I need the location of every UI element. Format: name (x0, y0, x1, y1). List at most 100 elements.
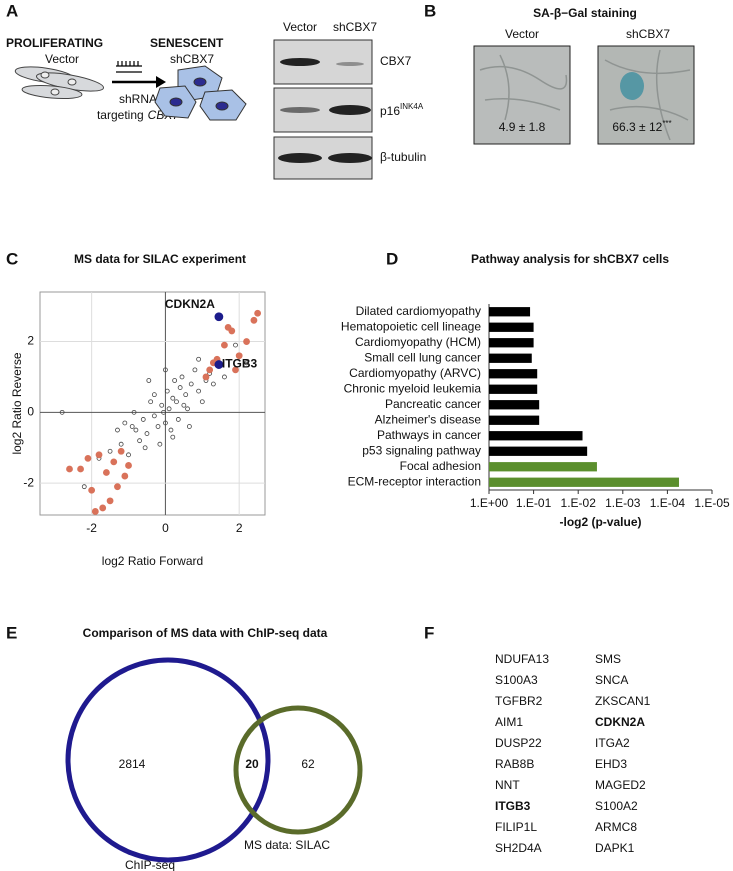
gene-name: S100A3 (495, 673, 538, 687)
venn-set (65, 657, 271, 863)
data-point (142, 445, 148, 451)
point-label: ITGB3 (222, 357, 258, 371)
data-point (164, 388, 170, 394)
data-point (107, 448, 113, 454)
y-tick-label: p53 signaling pathway (362, 443, 481, 457)
x-tick-label: 1.E-01 (516, 496, 552, 510)
image-value: 66.3 ± 12*** (612, 119, 671, 134)
data-point (202, 373, 210, 381)
data-point (155, 424, 161, 429)
senescent-cells (154, 65, 247, 121)
panel-letter: E (6, 623, 17, 642)
data-point (81, 484, 87, 490)
data-point (129, 424, 135, 429)
gene-name: NNT (495, 778, 520, 792)
y-tick-label: 0 (27, 405, 34, 419)
gene-name: RAB8B (495, 757, 534, 771)
data-point (210, 381, 216, 387)
data-point (163, 367, 168, 373)
lane-label: Vector (283, 20, 317, 34)
data-point (186, 424, 192, 429)
data-point (122, 420, 128, 426)
x-tick-label: 1.E-05 (694, 496, 730, 510)
data-point (161, 409, 166, 415)
data-point (196, 388, 202, 394)
x-tick-label: 2 (236, 521, 243, 535)
y-tick-label: Focal adhesion (400, 459, 481, 473)
gene-name: DUSP22 (495, 736, 542, 750)
data-point (170, 434, 176, 440)
data-point (148, 399, 154, 405)
bar (489, 446, 588, 456)
bar (489, 415, 540, 425)
significance: *** (662, 119, 671, 128)
cell-texture (479, 49, 691, 141)
gene-name: ITGB3 (495, 799, 531, 813)
data-point (106, 497, 114, 505)
gene-name: ZKSCAN1 (595, 694, 651, 708)
data-point (137, 438, 142, 444)
data-point (91, 508, 99, 515)
data-point (102, 469, 110, 476)
data-point (166, 406, 172, 412)
data-point (115, 427, 120, 433)
data-point (250, 316, 258, 324)
blot-row-label: CBX7 (380, 54, 412, 68)
data-point (66, 465, 73, 473)
label: SENESCENT (150, 36, 224, 50)
bar (489, 400, 540, 410)
gene-name: DAPK1 (595, 841, 635, 855)
data-point (183, 392, 189, 398)
x-tick-label: 1.E-03 (605, 496, 641, 510)
x-axis-label: log2 Ratio Forward (102, 554, 203, 568)
panel-title: SA-β−Gal staining (533, 6, 637, 20)
bar (489, 322, 534, 332)
data-point (151, 413, 157, 419)
blot-row-label: β-tubulin (380, 150, 426, 164)
panel-title: Comparison of MS data with ChIP-seq data (83, 626, 328, 640)
label: targeting (97, 108, 144, 122)
data-point (206, 366, 214, 374)
label: shCBX7 (170, 52, 214, 66)
set-label: MS data: SILAC (244, 838, 330, 852)
image-value: 4.9 ± 1.8 (499, 120, 546, 134)
x-tick-label: 1.E-04 (650, 496, 686, 510)
data-point (163, 420, 168, 426)
data-point (77, 465, 84, 473)
bar (489, 477, 679, 487)
y-tick-label: Alzheimer's disease (375, 412, 482, 426)
y-tick-label: 2 (27, 334, 34, 348)
label: shRNA (119, 92, 157, 106)
data-point (188, 381, 194, 387)
point-label: CDKN2A (165, 297, 215, 311)
data-point (114, 483, 121, 491)
gene-name: ITGA2 (595, 736, 630, 750)
data-point (232, 366, 239, 374)
data-point (144, 431, 150, 436)
data-point (95, 451, 103, 459)
data-point (224, 323, 232, 331)
plot-area (39, 291, 266, 516)
data-point (117, 447, 125, 455)
data-point (214, 360, 224, 369)
value: 66.3 ± 12 (612, 120, 662, 134)
blot-bands (278, 58, 372, 163)
image-label: Vector (505, 27, 539, 41)
data-point (214, 312, 224, 322)
set-count: 62 (301, 757, 315, 771)
data-point (125, 462, 132, 469)
proliferating-cells (14, 66, 105, 100)
gene-name: EHD3 (595, 757, 627, 771)
data-point (254, 309, 262, 317)
data-point (196, 356, 202, 362)
arrow-head (156, 76, 166, 88)
gene-name: FILIP1L (495, 820, 537, 834)
data-point (84, 454, 92, 462)
y-tick-label: -2 (23, 475, 34, 489)
label: p16 (380, 104, 400, 118)
bar (489, 338, 534, 348)
bar (489, 384, 538, 394)
gene-name: S100A2 (595, 799, 638, 813)
data-point (88, 486, 96, 494)
